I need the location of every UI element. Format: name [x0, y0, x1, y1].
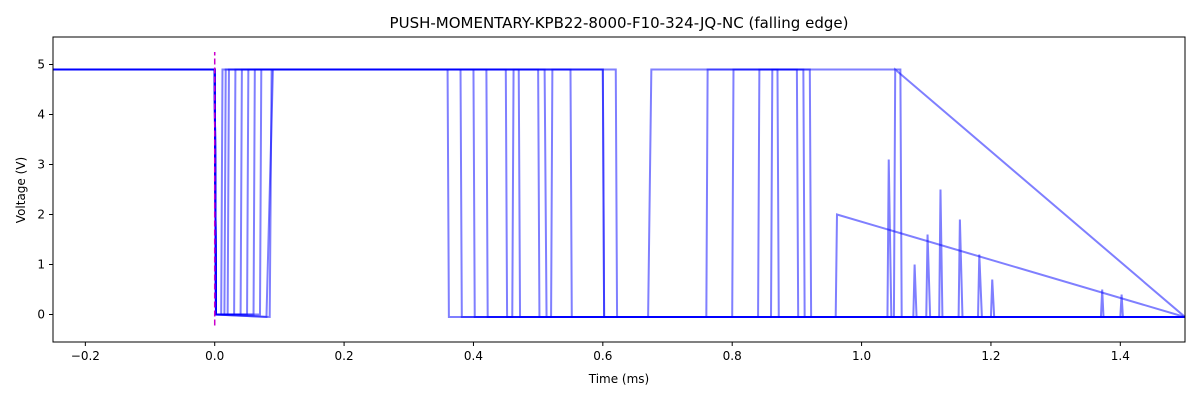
x-tick-label: −0.2 [71, 349, 100, 363]
y-axis-label: Voltage (V) [14, 157, 28, 223]
x-tick-label: 0.6 [593, 349, 612, 363]
y-tick-label: 5 [37, 58, 45, 72]
x-tick-label: 0.0 [205, 349, 224, 363]
x-tick-label: 1.2 [981, 349, 1000, 363]
trace [53, 68, 1185, 318]
x-tick-label: 0.8 [723, 349, 742, 363]
x-axis-label: Time (ms) [588, 372, 650, 386]
y-tick-label: 1 [37, 258, 45, 272]
x-tick-label: 0.2 [335, 349, 354, 363]
chart-title: PUSH-MOMENTARY-KPB22-8000-F10-324-JQ-NC … [390, 14, 849, 32]
y-tick-label: 3 [37, 158, 45, 172]
x-tick-label: 1.0 [852, 349, 871, 363]
x-tick-label: 0.4 [464, 349, 483, 363]
x-tick-label: 1.4 [1111, 349, 1130, 363]
trace [53, 68, 1185, 318]
y-tick-label: 2 [37, 208, 45, 222]
y-tick-label: 0 [37, 308, 45, 322]
y-tick-label: 4 [37, 108, 45, 122]
plot-frame [52, 36, 1186, 343]
